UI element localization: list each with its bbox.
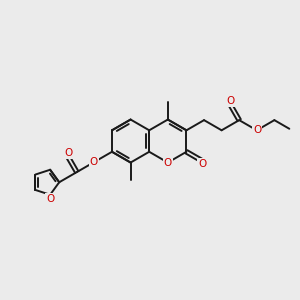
Text: O: O <box>253 125 262 135</box>
Text: O: O <box>46 194 54 204</box>
Text: O: O <box>64 148 72 158</box>
Text: O: O <box>198 159 206 169</box>
Text: O: O <box>164 158 172 167</box>
Text: O: O <box>226 96 235 106</box>
Text: O: O <box>90 157 98 167</box>
